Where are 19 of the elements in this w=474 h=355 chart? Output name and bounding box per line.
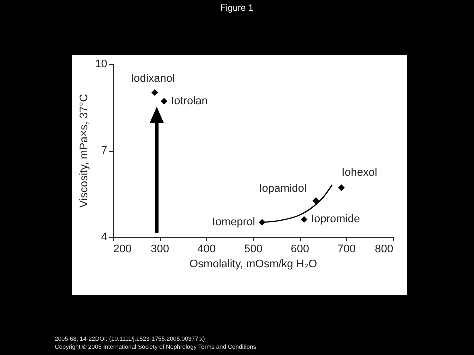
annotation: Iopamidol [259, 182, 307, 195]
annotation: Iopromide [311, 214, 360, 226]
y-tick-label: 7 [101, 145, 108, 157]
y-tick-label: 4 [101, 232, 108, 244]
x-tick-label: 300 [150, 244, 170, 256]
annotation: Iodixanol [130, 72, 176, 85]
x-tick-label: 600 [290, 244, 310, 256]
annotation: Iotrolan [171, 95, 208, 108]
x-tick-label: 800 [375, 244, 394, 256]
x-tick-label: 500 [244, 244, 263, 256]
annotation: Iomeprol [212, 216, 256, 229]
x-tick-label: 700 [338, 244, 356, 256]
y-axis-title: Viscosity, mPa×s, 37°C [78, 94, 90, 208]
chart-title: Figure 1 [219, 3, 255, 13]
x-tick-label: 200 [114, 244, 132, 256]
annotation: Iohexol [342, 166, 378, 179]
x-axis-title: Osmolality, mOsm/kg H₂O [190, 258, 318, 270]
x-tick-label: 400 [198, 244, 216, 256]
y-tick-label: 10 [95, 58, 108, 70]
